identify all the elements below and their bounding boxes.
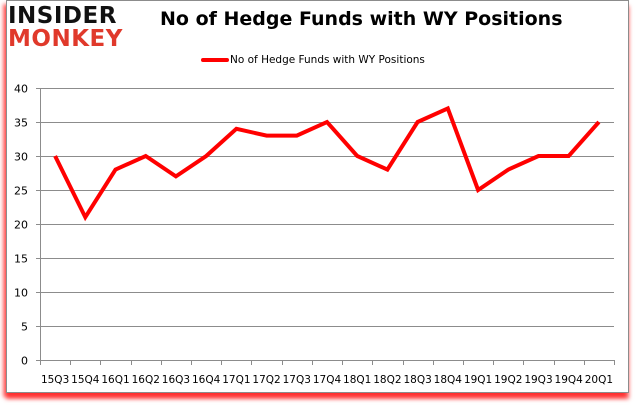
x-tick-label: 18Q2 <box>373 374 401 386</box>
x-tick-label: 15Q4 <box>71 374 100 386</box>
x-tick-label: 18Q1 <box>343 374 371 386</box>
y-tick-label: 15 <box>14 253 28 266</box>
y-axis-ticks: 0 5 10 15 20 25 30 35 40 <box>14 83 40 368</box>
chart-frame <box>6 0 629 393</box>
chart-legend: No of Hedge Funds with WY Positions <box>201 54 425 66</box>
x-tick-label: 19Q4 <box>555 374 584 386</box>
x-tick-label: 17Q2 <box>252 374 280 386</box>
x-axis-ticks: 15Q3 15Q4 16Q1 16Q2 16Q3 16Q4 17Q1 17Q2 17Q3 17Q4… <box>40 360 615 386</box>
y-tick-label: 30 <box>14 151 28 164</box>
x-tick-label: 16Q2 <box>132 374 160 386</box>
x-tick-label: 16Q4 <box>192 374 221 386</box>
x-tick-label: 17Q1 <box>222 374 250 386</box>
y-tick-label: 25 <box>14 185 28 198</box>
logo-line-2: MONKEY <box>8 26 123 52</box>
series-line <box>53 105 601 222</box>
y-tick-label: 5 <box>21 321 28 334</box>
x-tick-label: 18Q3 <box>403 374 431 386</box>
x-tick-label: 16Q3 <box>162 374 190 386</box>
logo-line-1: INSIDER <box>8 3 117 29</box>
legend-label: No of Hedge Funds with WY Positions <box>230 54 425 66</box>
y-tick-label: 0 <box>21 355 28 368</box>
y-tick-label: 10 <box>14 287 28 300</box>
chart-title: No of Hedge Funds with WY Positions <box>160 8 563 30</box>
x-tick-label: 15Q3 <box>41 374 69 386</box>
x-tick-label: 17Q4 <box>313 374 342 386</box>
x-tick-label: 20Q1 <box>585 374 613 386</box>
x-tick-label: 17Q3 <box>283 374 311 386</box>
y-tick-label: 35 <box>14 117 28 130</box>
x-tick-label: 19Q3 <box>524 374 552 386</box>
x-tick-label: 19Q1 <box>464 374 492 386</box>
insider-monkey-logo: INSIDER MONKEY <box>8 4 148 52</box>
x-tick-label: 16Q1 <box>101 374 129 386</box>
y-tick-label: 40 <box>14 83 28 96</box>
axes <box>40 88 614 361</box>
x-tick-label: 18Q4 <box>434 374 463 386</box>
gridlines <box>40 88 614 327</box>
x-tick-label: 19Q2 <box>494 374 522 386</box>
legend-line-swatch-icon <box>201 58 229 62</box>
y-tick-label: 20 <box>14 219 28 232</box>
